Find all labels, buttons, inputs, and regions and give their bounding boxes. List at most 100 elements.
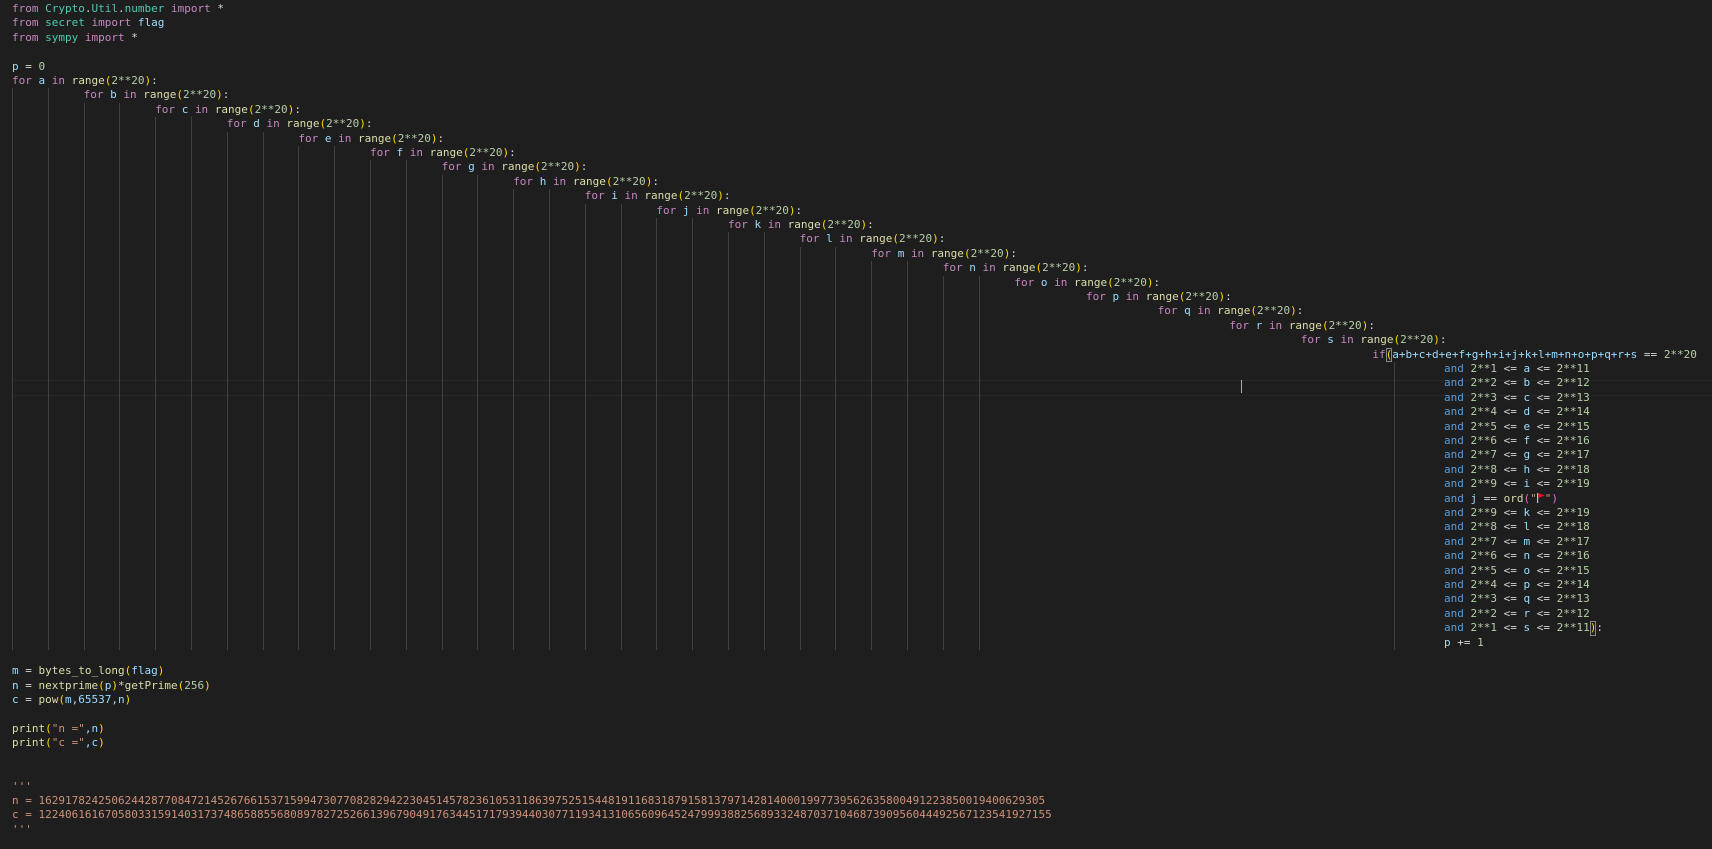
condition-m[interactable]: and 2**7 <= m <= 2**17 (1444, 535, 1590, 549)
keyword-and: and (1444, 419, 1464, 433)
for-loop-n[interactable]: for n in range(2**20): (943, 261, 1089, 275)
variable: l (1523, 520, 1531, 534)
docstring-close[interactable]: ''' (12, 823, 32, 837)
code-token (1464, 520, 1471, 533)
code-token (1464, 420, 1471, 433)
print-line[interactable]: print("c =",c) (12, 736, 105, 750)
for-loop-i[interactable]: for i in range(2**20): (585, 189, 731, 203)
code-token (1464, 535, 1471, 548)
code-token: = (18, 678, 39, 692)
for-loop-f[interactable]: for f in range(2**20): (370, 146, 516, 160)
code-token: <= (1497, 549, 1524, 563)
function-print: print (12, 722, 46, 735)
for-loop-c[interactable]: for c in range(2**20): (155, 103, 301, 117)
for-loop-b[interactable]: for b in range(2**20): (84, 88, 230, 102)
keyword-and: and (1444, 448, 1464, 462)
for-loop-a[interactable]: for a in range(2**20): (12, 74, 158, 88)
sum-expression: a+b+c+d+e+f+g+h+i+j+k+l+m+n+o+p+q+r+s (1392, 347, 1638, 361)
bracket: ( (677, 189, 685, 203)
for-loop-m[interactable]: for m in range(2**20): (871, 247, 1017, 261)
docstring-open[interactable]: ''' (12, 780, 32, 794)
condition-n[interactable]: and 2**6 <= n <= 2**16 (1444, 549, 1590, 563)
bracket: ) (932, 232, 939, 246)
code-token: <= (1497, 434, 1524, 447)
for-loop-e[interactable]: for e in range(2**20): (298, 132, 444, 146)
code-token (546, 175, 553, 188)
assign-line[interactable]: p = 0 (12, 60, 45, 74)
condition-h[interactable]: and 2**8 <= h <= 2**18 (1444, 463, 1590, 477)
number: 2**20 (1042, 261, 1076, 275)
docstring-c[interactable]: c = 122406161670580331591403173748658855… (12, 808, 1052, 822)
import-line[interactable]: from Crypto.Util.number import * (12, 2, 224, 16)
function-call: bytes_to_long (38, 664, 125, 678)
indent-guide (692, 218, 694, 650)
condition-s[interactable]: and 2**1 <= s <= 2**11): (1444, 621, 1603, 636)
tail-line-c[interactable]: c = pow(m,65537,n) (12, 693, 131, 707)
code-token: = (18, 664, 39, 678)
for-loop-s[interactable]: for s in range(2**20): (1301, 333, 1447, 347)
condition-b[interactable]: and 2**2 <= b <= 2**12 (1444, 376, 1590, 390)
for-loop-r[interactable]: for r in range(2**20): (1229, 319, 1375, 333)
for-loop-j[interactable]: for j in range(2**20): (656, 204, 802, 218)
code-token: <= (1530, 376, 1557, 390)
bracket: ( (58, 693, 65, 707)
code-token: <= (1530, 534, 1557, 548)
condition-j[interactable]: and j == ord(" ") (1444, 492, 1558, 506)
loop-variable: r (1255, 318, 1263, 332)
number: 2**5 (1470, 419, 1498, 433)
condition-r[interactable]: and 2**2 <= r <= 2**12 (1444, 607, 1590, 621)
for-loop-g[interactable]: for g in range(2**20): (442, 160, 588, 174)
code-token (533, 175, 540, 188)
docstring-n[interactable]: n = 162917824250624428770847214526766153… (12, 794, 1045, 808)
for-loop-o[interactable]: for o in range(2**20): (1014, 276, 1160, 290)
for-loop-d[interactable]: for d in range(2**20): (227, 117, 373, 131)
code-token: : (795, 203, 803, 217)
indent-guide (513, 189, 515, 650)
variable: d (1523, 405, 1531, 419)
number: 2**11 (1556, 362, 1590, 375)
condition-a[interactable]: and 2**1 <= a <= 2**11 (1444, 362, 1590, 376)
number: 2**7 (1470, 448, 1498, 462)
code-token: . (118, 2, 125, 15)
keyword-in: in (1340, 333, 1354, 347)
number: 2**1 (1470, 362, 1498, 375)
bracket: ( (1035, 261, 1043, 275)
for-loop-p[interactable]: for p in range(2**20): (1086, 290, 1232, 304)
code-token: <= (1497, 419, 1524, 433)
tail-line-n[interactable]: n = nextprime(p)*getPrime(256) (12, 679, 211, 693)
code-token: <= (1497, 362, 1524, 375)
condition-o[interactable]: and 2**5 <= o <= 2**15 (1444, 564, 1590, 578)
condition-q[interactable]: and 2**3 <= q <= 2**13 (1444, 592, 1590, 606)
code-token: <= (1530, 419, 1557, 433)
keyword-for: for (656, 203, 677, 217)
tail-line-m[interactable]: m = bytes_to_long(flag) (12, 664, 164, 678)
import-line[interactable]: from secret import flag (12, 16, 164, 30)
condition-p[interactable]: and 2**4 <= p <= 2**14 (1444, 578, 1590, 592)
print-line[interactable]: print("n =",n) (12, 722, 105, 736)
code-token (1464, 492, 1471, 505)
code-token: : (222, 88, 230, 102)
condition-f[interactable]: and 2**6 <= f <= 2**16 (1444, 434, 1590, 448)
for-loop-h[interactable]: for h in range(2**20): (513, 175, 659, 189)
for-loop-q[interactable]: for q in range(2**20): (1158, 304, 1304, 318)
condition-e[interactable]: and 2**5 <= e <= 2**15 (1444, 420, 1590, 434)
condition-k[interactable]: and 2**9 <= k <= 2**19 (1444, 506, 1590, 520)
for-loop-l[interactable]: for l in range(2**20): (800, 232, 946, 246)
function-range: range (71, 74, 105, 87)
import-line[interactable]: from sympy import * (12, 31, 138, 45)
condition-c[interactable]: and 2**3 <= c <= 2**13 (1444, 391, 1590, 405)
keyword-in: in (194, 102, 209, 116)
increment-line[interactable]: p += 1 (1444, 636, 1484, 650)
bracket: ) (287, 102, 295, 116)
if-line[interactable]: if(a+b+c+d+e+f+g+h+i+j+k+l+m+n+o+p+q+r+s… (1372, 347, 1697, 362)
function-print: print (12, 736, 46, 750)
number: 2**20 (970, 246, 1004, 260)
condition-i[interactable]: and 2**9 <= i <= 2**19 (1444, 477, 1590, 491)
for-loop-k[interactable]: for k in range(2**20): (728, 218, 874, 232)
condition-d[interactable]: and 2**4 <= d <= 2**14 (1444, 405, 1590, 419)
indent-guide (907, 261, 908, 650)
keyword-in: in (1054, 275, 1068, 289)
condition-g[interactable]: and 2**7 <= g <= 2**17 (1444, 448, 1590, 462)
condition-l[interactable]: and 2**8 <= l <= 2**18 (1444, 520, 1590, 534)
